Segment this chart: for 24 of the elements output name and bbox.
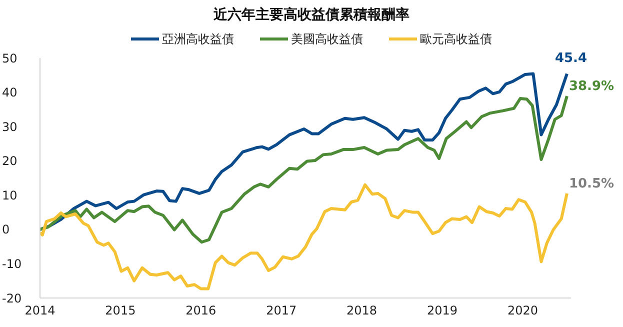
legend-label: 歐元高收益債: [419, 30, 492, 48]
line-series: [40, 183, 568, 290]
x-tick-label: 2015: [105, 304, 136, 318]
y-tick-label: -10: [2, 256, 22, 271]
x-tick-label: 2018: [346, 304, 378, 318]
y-tick-label: 50: [2, 51, 18, 66]
y-tick-label: -20: [2, 291, 22, 306]
y-tick-label: 10: [2, 188, 18, 202]
x-tick-label: 2020: [507, 304, 538, 318]
x-tick-label: 2016: [186, 304, 216, 318]
y-tick-label: 40: [2, 86, 18, 100]
annotation: 45.4: [554, 50, 588, 66]
x-tick-label: 2017: [266, 304, 297, 318]
y-tick-label: 0: [2, 222, 10, 237]
line-series: [40, 94, 568, 244]
legend-label: 亞洲高收益債: [161, 30, 234, 48]
legend-label: 美國高收益債: [290, 30, 363, 48]
annotation: 10.5%: [568, 176, 614, 192]
y-tick-label: 20: [2, 154, 18, 168]
y-tick-label: 30: [2, 120, 18, 134]
chart-title: 近六年主要高收益債累積報酬率: [212, 6, 410, 25]
annotation: 38.9%: [568, 79, 614, 94]
x-tick-label: 2014: [24, 304, 56, 318]
x-tick-label: 2019: [427, 304, 458, 318]
